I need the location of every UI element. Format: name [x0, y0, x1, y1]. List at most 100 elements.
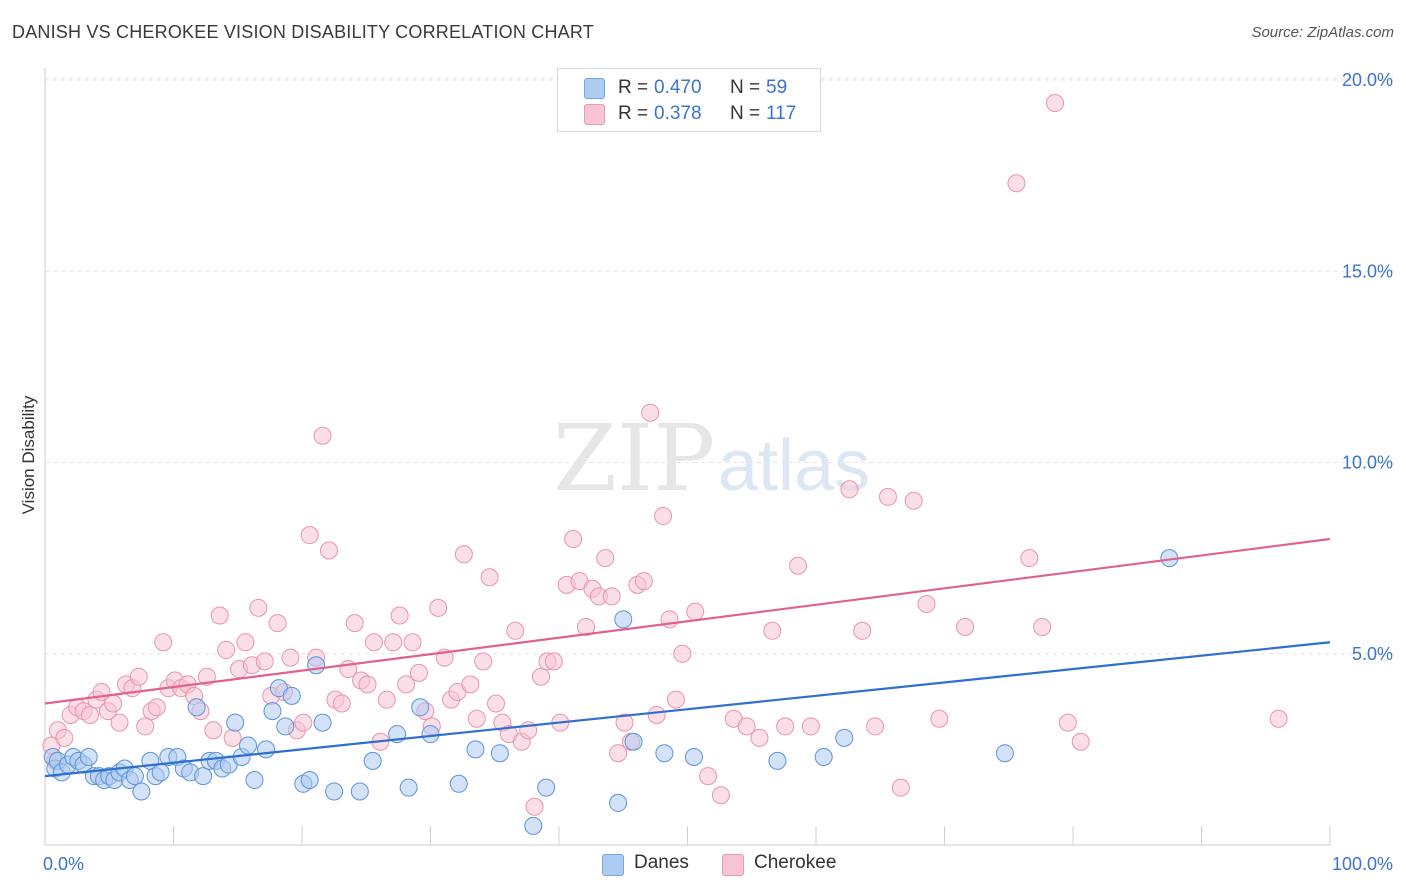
point-cherokee — [332, 694, 351, 713]
point-cherokee — [403, 633, 422, 652]
point-danes — [300, 770, 319, 789]
point-cherokee — [609, 744, 628, 763]
point-cherokee — [223, 728, 242, 747]
point-danes — [490, 744, 509, 763]
point-danes — [350, 782, 369, 801]
watermark: ZIP atlas — [553, 405, 870, 512]
legend-r-value: 0.470 — [654, 77, 702, 98]
point-cherokee — [104, 694, 123, 713]
point-cherokee — [474, 652, 493, 671]
point-cherokee — [255, 652, 274, 671]
point-danes — [814, 748, 833, 767]
stats-legend: R = 0.470 N = 59 R = 0.378 N = 117 — [557, 68, 821, 132]
point-cherokee — [454, 545, 473, 564]
point-cherokee — [789, 556, 808, 575]
point-cherokee — [197, 667, 216, 686]
point-cherokee — [956, 617, 975, 636]
grid-lines — [45, 77, 1395, 655]
point-cherokee — [55, 728, 74, 747]
point-danes — [614, 610, 633, 629]
point-cherokee — [673, 644, 692, 663]
point-cherokee — [930, 709, 949, 728]
legend-r-label: R = — [618, 103, 649, 124]
point-danes — [421, 725, 440, 744]
axes — [44, 68, 1331, 846]
legend-n-label: N = — [730, 77, 761, 98]
point-cherokee — [576, 617, 595, 636]
x-tick-label: 0.0% — [43, 854, 84, 874]
point-cherokee — [711, 786, 730, 805]
point-cherokee — [801, 717, 820, 736]
point-danes — [257, 740, 276, 759]
point-danes — [151, 763, 170, 782]
point-cherokee — [409, 663, 428, 682]
point-danes — [624, 732, 643, 751]
point-cherokee — [358, 675, 377, 694]
y-tick-label: 5.0% — [1352, 644, 1393, 664]
point-cherokee — [204, 721, 223, 740]
point-cherokee — [467, 709, 486, 728]
y-axis-label: Vision Disability — [19, 395, 38, 514]
point-cherokee — [750, 728, 769, 747]
point-cherokee — [487, 694, 506, 713]
point-cherokee — [210, 606, 229, 625]
point-cherokee — [699, 767, 718, 786]
point-cherokee — [110, 713, 129, 732]
point-cherokee — [364, 633, 383, 652]
point-cherokee — [647, 705, 666, 724]
y-tick-label: 20.0% — [1342, 70, 1393, 90]
point-danes — [132, 782, 151, 801]
point-cherokee — [602, 587, 621, 606]
point-danes — [194, 767, 213, 786]
point-danes — [449, 774, 468, 793]
point-cherokee — [544, 652, 563, 671]
legend-n-value: 117 — [766, 103, 797, 124]
point-cherokee — [840, 480, 859, 499]
point-cherokee — [384, 633, 403, 652]
point-cherokee — [80, 705, 99, 724]
point-cherokee — [1046, 93, 1065, 112]
point-cherokee — [300, 526, 319, 545]
data-points — [42, 93, 1288, 835]
point-cherokee — [136, 717, 155, 736]
point-danes — [226, 713, 245, 732]
point-cherokee — [480, 568, 499, 587]
bottom-legend-label-danes: Danes — [634, 852, 689, 873]
point-cherokee — [377, 690, 396, 709]
legend-r-label: R = — [618, 77, 649, 98]
point-danes — [79, 748, 98, 767]
point-danes — [411, 698, 430, 717]
y-tick-label: 10.0% — [1342, 453, 1393, 473]
chart-title: DANISH VS CHEROKEE VISION DISABILITY COR… — [12, 22, 594, 42]
point-cherokee — [1020, 549, 1039, 568]
trend-line-danes — [44, 641, 1331, 778]
point-cherokee — [154, 633, 173, 652]
point-danes — [263, 702, 282, 721]
trend-line-cherokee — [44, 537, 1331, 705]
point-cherokee — [615, 713, 634, 732]
point-cherokee — [737, 717, 756, 736]
point-cherokee — [686, 602, 705, 621]
point-cherokee — [763, 621, 782, 640]
point-danes — [655, 744, 674, 763]
point-cherokee — [1058, 713, 1077, 732]
point-cherokee — [666, 690, 685, 709]
point-cherokee — [525, 797, 544, 816]
point-danes — [307, 656, 326, 675]
y-tick-label: 15.0% — [1342, 261, 1393, 281]
point-danes — [125, 767, 144, 786]
watermark-zip: ZIP — [553, 405, 715, 512]
point-cherokee — [1071, 732, 1090, 751]
point-cherokee — [345, 614, 364, 633]
legend-r-value: 0.378 — [654, 103, 702, 124]
point-cherokee — [776, 717, 795, 736]
point-danes — [282, 686, 301, 705]
point-cherokee — [217, 640, 236, 659]
point-danes — [537, 778, 556, 797]
point-cherokee — [1033, 617, 1052, 636]
bottom-legend-label-cherokee: Cherokee — [754, 852, 837, 873]
point-cherokee — [249, 598, 268, 617]
point-cherokee — [281, 648, 300, 667]
point-danes — [524, 816, 543, 835]
